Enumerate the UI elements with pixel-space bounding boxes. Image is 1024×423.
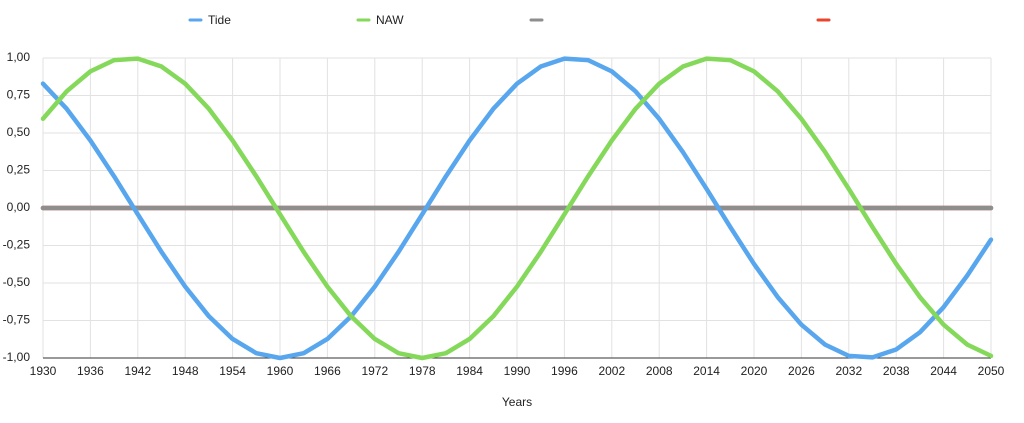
x-tick-label: 2050 [978, 364, 1005, 378]
y-tick-label: -1,00 [3, 350, 31, 364]
x-tick-label: 1990 [504, 364, 531, 378]
y-tick-label: 0,25 [7, 163, 31, 177]
x-tick-label: 1942 [124, 364, 151, 378]
legend-label: Tide [208, 13, 231, 27]
y-tick-label: 1,00 [7, 50, 31, 64]
x-tick-label: 2002 [598, 364, 625, 378]
y-tick-label: -0,75 [3, 313, 31, 327]
x-tick-label: 1948 [172, 364, 199, 378]
x-tick-label: 2014 [693, 364, 720, 378]
x-tick-label: 2026 [788, 364, 815, 378]
x-tick-label: 2020 [741, 364, 768, 378]
y-tick-label: -0,50 [3, 275, 31, 289]
legend-label: NAW [376, 13, 404, 27]
x-tick-label: 1996 [551, 364, 578, 378]
x-tick-label: 2008 [646, 364, 673, 378]
x-tick-label: 1930 [30, 364, 57, 378]
x-tick-label: 1972 [361, 364, 388, 378]
series-line [40, 56, 994, 361]
y-tick-label: 0,75 [7, 88, 31, 102]
x-tick-label: 1960 [267, 364, 294, 378]
y-tick-label: 0,00 [7, 200, 31, 214]
y-tick-label: -0,25 [3, 238, 31, 252]
series-line [40, 56, 994, 361]
x-tick-label: 1984 [456, 364, 483, 378]
x-tick-label: 1966 [314, 364, 341, 378]
x-tick-label: 2032 [835, 364, 862, 378]
x-tick-label: 1954 [219, 364, 246, 378]
x-tick-label: 2038 [883, 364, 910, 378]
y-tick-label: 0,50 [7, 125, 31, 139]
x-tick-label: 1936 [77, 364, 104, 378]
x-tick-label: 2044 [930, 364, 957, 378]
x-axis-label: Years [502, 395, 532, 409]
x-tick-label: 1978 [409, 364, 436, 378]
